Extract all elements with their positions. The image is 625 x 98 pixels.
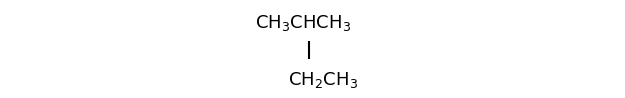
- Text: CH$_3$CHCH$_3$: CH$_3$CHCH$_3$: [255, 13, 351, 33]
- Text: CH$_2$CH$_3$: CH$_2$CH$_3$: [288, 70, 358, 90]
